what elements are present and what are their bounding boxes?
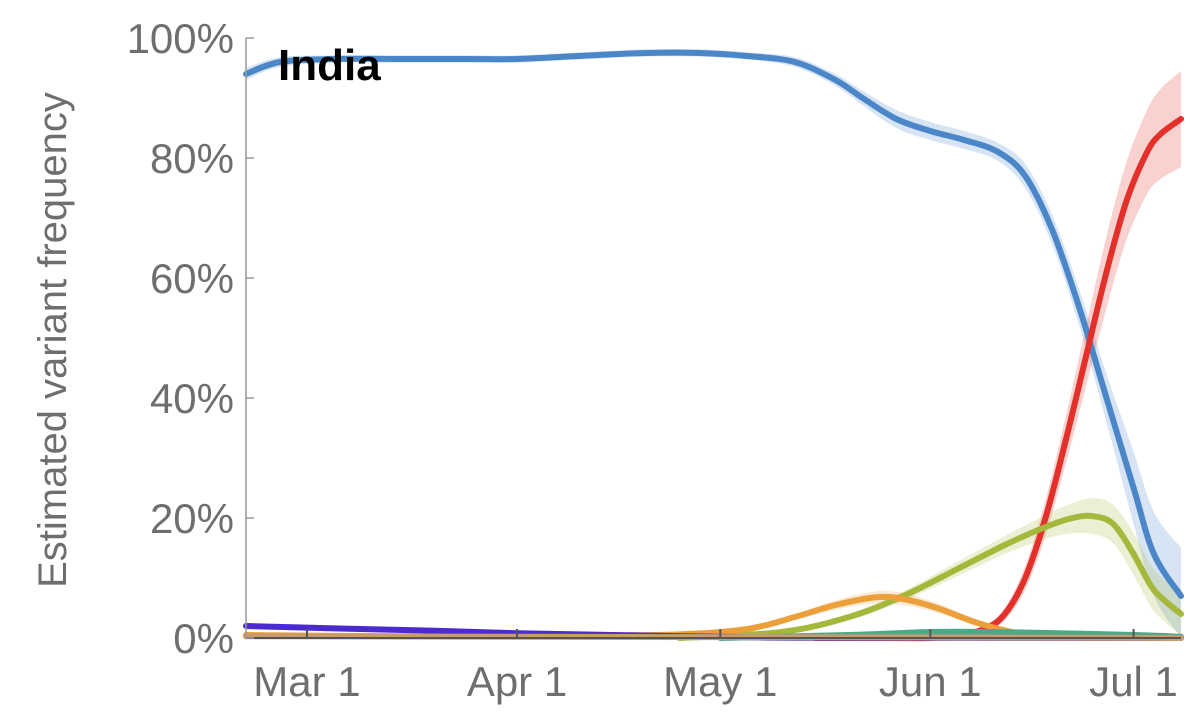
y-tick-label: 80%: [150, 135, 234, 182]
y-tick-label: 40%: [150, 375, 234, 422]
confidence-bands: [246, 49, 1181, 639]
y-tick-label: 100%: [127, 15, 234, 62]
y-tick-label: 20%: [150, 495, 234, 542]
x-tick-label: Jun 1: [879, 658, 982, 705]
x-tick-label: May 1: [663, 658, 777, 705]
x-axis-ticks: Mar 1 Apr 1 May 1 Jun 1 Jul 1: [253, 629, 1178, 705]
x-tick-label: Mar 1: [253, 658, 360, 705]
y-axis-ticks: 0% 20% 40% 60% 80% 100%: [127, 15, 254, 662]
y-tick-label: 0%: [173, 615, 234, 662]
series-0-line: [243, 49, 1184, 599]
y-axis-title: Estimated variant frequency: [31, 92, 75, 588]
series-lines: [243, 49, 1184, 642]
x-tick-label: Apr 1: [467, 658, 567, 705]
series-1-band: [815, 71, 1181, 639]
series-2-band: [679, 498, 1181, 638]
series-2-line: [676, 512, 1184, 641]
y-tick-label: 60%: [150, 255, 234, 302]
x-tick-label: Jul 1: [1089, 658, 1178, 705]
chart-title: India: [278, 41, 381, 90]
